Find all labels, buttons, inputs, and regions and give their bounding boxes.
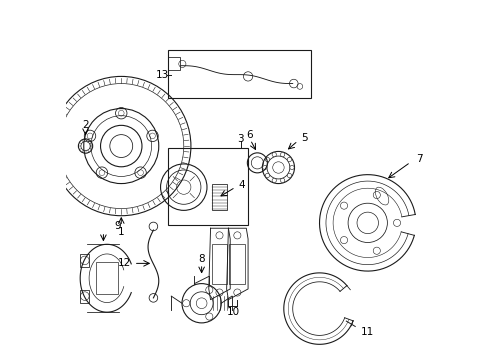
Text: 3: 3 bbox=[237, 134, 244, 144]
Text: 13: 13 bbox=[155, 69, 169, 80]
Text: 8: 8 bbox=[198, 253, 204, 264]
Circle shape bbox=[271, 152, 276, 157]
Bar bbox=[80, 290, 89, 302]
Circle shape bbox=[289, 165, 294, 170]
Bar bbox=[167, 50, 310, 98]
Text: 11: 11 bbox=[360, 327, 374, 337]
Bar bbox=[96, 262, 118, 294]
Circle shape bbox=[286, 157, 291, 162]
Bar bbox=[167, 148, 247, 225]
Circle shape bbox=[280, 178, 284, 183]
Circle shape bbox=[265, 173, 269, 177]
Circle shape bbox=[280, 152, 284, 157]
Circle shape bbox=[271, 178, 276, 183]
Text: 12: 12 bbox=[118, 258, 131, 268]
Bar bbox=[229, 244, 244, 284]
Text: 10: 10 bbox=[226, 307, 239, 317]
Text: 9: 9 bbox=[114, 221, 121, 231]
Text: 7: 7 bbox=[415, 154, 422, 163]
Bar bbox=[167, 58, 180, 70]
Circle shape bbox=[265, 157, 269, 162]
Text: 5: 5 bbox=[300, 133, 307, 143]
Text: 6: 6 bbox=[245, 130, 252, 140]
Bar bbox=[212, 184, 226, 210]
Circle shape bbox=[286, 173, 291, 177]
Bar bbox=[80, 254, 89, 267]
Circle shape bbox=[262, 165, 266, 170]
Bar bbox=[211, 244, 227, 284]
Text: 1: 1 bbox=[118, 227, 124, 237]
Text: 2: 2 bbox=[82, 120, 89, 130]
Text: 4: 4 bbox=[238, 180, 245, 190]
